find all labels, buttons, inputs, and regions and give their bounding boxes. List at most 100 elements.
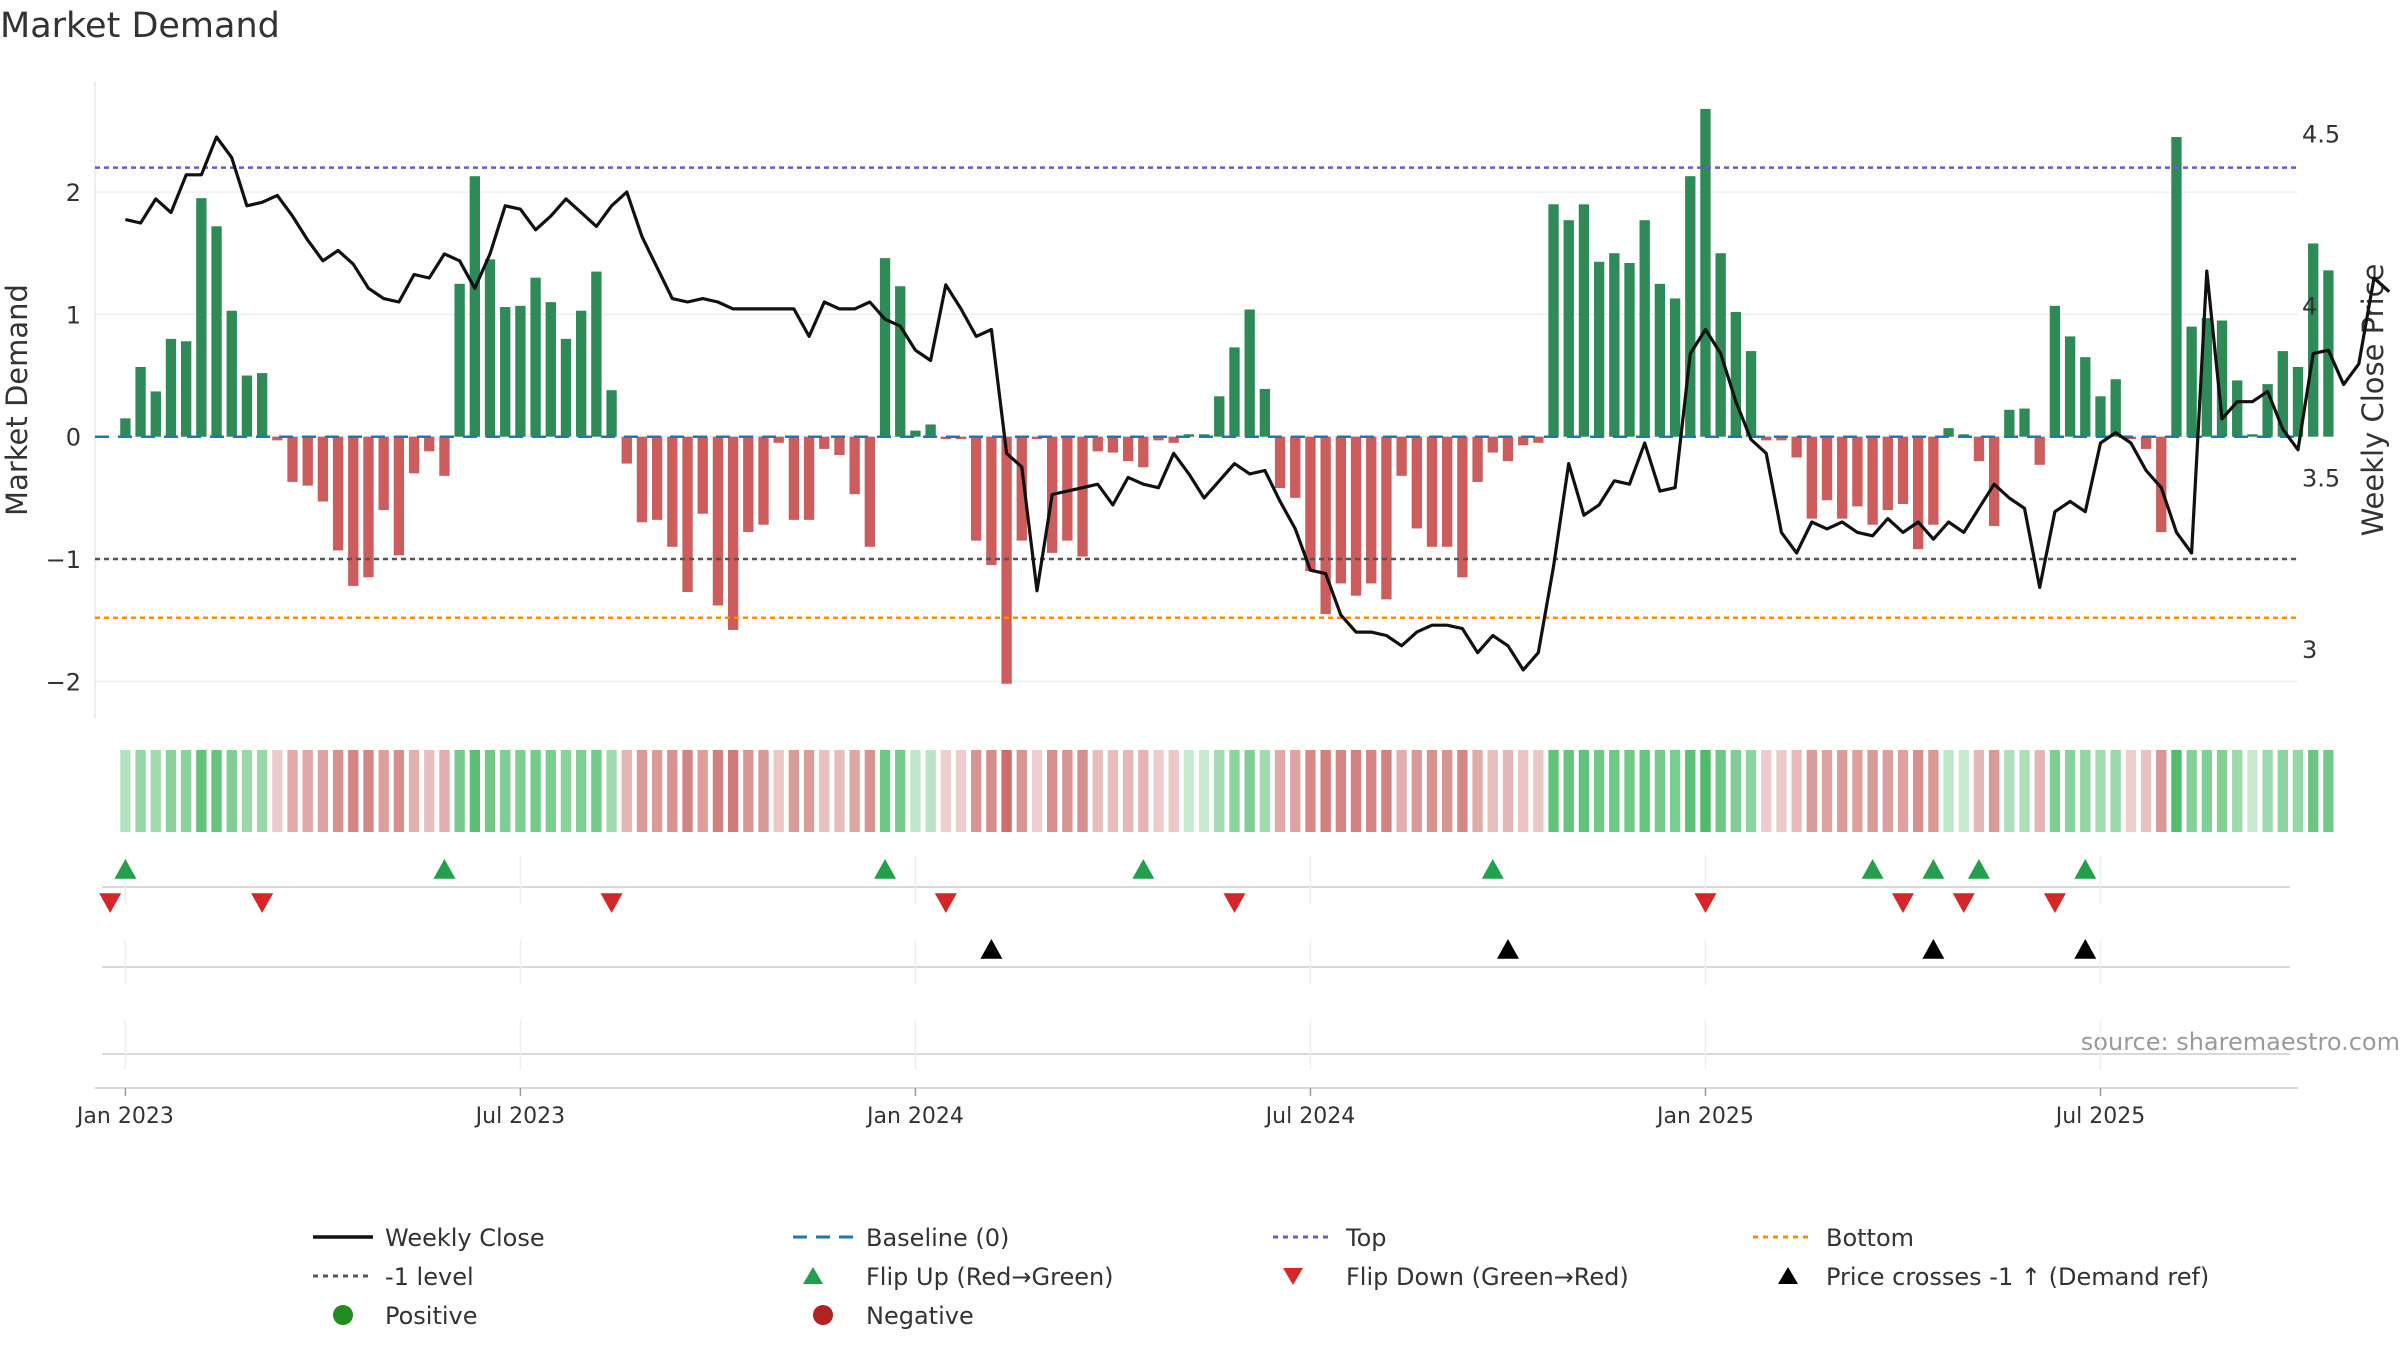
- legend-item-baseline: Baseline (0): [793, 1224, 1009, 1252]
- state-ribbon-cell: [1183, 750, 1195, 832]
- state-ribbon-cell: [287, 750, 298, 832]
- state-ribbon-cell: [2064, 750, 2076, 832]
- state-ribbon-cell: [515, 750, 526, 832]
- demand-bar: [530, 277, 541, 437]
- x-tick-label: Jul 2025: [2054, 1104, 2146, 1129]
- demand-bar: [1335, 436, 1346, 584]
- state-ribbon-cell: [1502, 750, 1514, 832]
- state-ribbon-cell: [636, 750, 648, 832]
- y-tick-label: −2: [46, 668, 81, 696]
- state-ribbon-cell: [1882, 750, 1893, 832]
- price-cross-marker-icon: [980, 939, 1003, 959]
- legend-swatch-positive-icon: [333, 1305, 353, 1325]
- demand-bar: [2034, 436, 2045, 465]
- demand-bar: [697, 436, 708, 514]
- flip-down-marker-icon: [1891, 893, 1914, 913]
- demand-bar: [621, 436, 632, 464]
- state-ribbon-cell: [1168, 750, 1179, 832]
- legend: Weekly Close Baseline (0) Top Bottom -1 …: [313, 1224, 2209, 1330]
- state-ribbon-cell: [2216, 750, 2228, 832]
- demand-bar: [120, 418, 131, 437]
- demand-bar: [1761, 436, 1772, 441]
- state-ribbon-cell: [1821, 750, 1833, 832]
- state-ribbon-cell: [1411, 750, 1422, 832]
- state-ribbon-cell: [651, 750, 663, 832]
- state-ribbon-cell: [2201, 750, 2213, 832]
- state-ribbon-cell: [834, 750, 845, 832]
- state-ribbon-cell: [849, 750, 860, 832]
- price-cross-marker-icon: [1496, 939, 1519, 959]
- state-ribbon-cell: [317, 750, 329, 832]
- flip-up-marker-icon: [1861, 859, 1884, 879]
- demand-bar: [895, 286, 906, 437]
- state-ribbon-cell: [773, 750, 784, 832]
- demand-bar: [1852, 436, 1863, 507]
- state-ribbon-cell: [955, 750, 967, 832]
- state-ribbon-cell: [940, 750, 951, 832]
- demand-bar: [1563, 220, 1574, 437]
- demand-bar: [2064, 336, 2076, 437]
- demand-bar: [1867, 436, 1878, 525]
- state-ribbon-cell: [2034, 750, 2045, 832]
- state-ribbon-cell: [165, 750, 177, 832]
- legend-label-bottom: Bottom: [1826, 1224, 1914, 1252]
- state-ribbon-cell: [1244, 750, 1255, 832]
- demand-bar: [2049, 305, 2061, 437]
- state-ribbon-cell: [1031, 750, 1043, 832]
- demand-bar: [2019, 408, 2030, 437]
- state-ribbon-cell: [454, 750, 465, 832]
- demand-bar: [1745, 351, 1757, 437]
- state-ribbon-cell: [2171, 750, 2182, 832]
- state-ribbon-cell: [1335, 750, 1346, 832]
- state-ribbon-cell: [1350, 750, 1362, 832]
- demand-bar: [2186, 326, 2197, 437]
- demand-bar: [363, 436, 374, 578]
- demand-bar: [515, 305, 526, 437]
- state-ribbon-cell: [1305, 750, 1316, 832]
- demand-bar: [1274, 436, 1286, 489]
- state-ribbon-cell: [697, 750, 708, 832]
- state-ribbon-cell: [1624, 750, 1635, 832]
- state-ribbon-cell: [1685, 750, 1696, 832]
- y2-tick-label: 3.5: [2302, 464, 2340, 492]
- demand-bar: [150, 391, 161, 437]
- state-ribbon-cell: [1138, 750, 1149, 832]
- demand-bar: [1502, 436, 1514, 462]
- demand-bar: [2171, 137, 2182, 437]
- legend-label-flip-down: Flip Down (Green→Red): [1346, 1263, 1629, 1291]
- y2-tick-label: 3: [2302, 636, 2317, 664]
- demand-bar: [758, 436, 769, 525]
- legend-label-weekly-close: Weekly Close: [385, 1224, 545, 1252]
- state-ribbon-cell: [2247, 750, 2258, 832]
- demand-bar: [454, 283, 465, 437]
- demand-bar: [1350, 436, 1362, 596]
- source-label: source: sharemaestro.com: [2081, 1028, 2400, 1056]
- flip-down-marker-icon: [600, 893, 623, 913]
- state-ribbon-cell: [1214, 750, 1225, 832]
- state-ribbon-cell: [2110, 750, 2121, 832]
- flip-up-marker-icon: [2074, 859, 2097, 879]
- x-tick-label: Jan 2025: [1655, 1104, 1754, 1129]
- demand-bar: [819, 436, 830, 449]
- state-ribbon-cell: [591, 750, 602, 832]
- flip-down-marker-icon: [934, 893, 957, 913]
- demand-bar: [2232, 380, 2243, 437]
- demand-bar: [1031, 436, 1043, 440]
- demand-bar: [1639, 220, 1650, 437]
- demand-bar: [2140, 436, 2152, 449]
- demand-bar: [1092, 436, 1103, 452]
- state-ribbon-cell: [895, 750, 906, 832]
- state-ribbon-cell: [1077, 750, 1088, 832]
- state-ribbon-cell: [1943, 750, 1954, 832]
- state-ribbon-cell: [530, 750, 541, 832]
- demand-bar: [1791, 436, 1802, 458]
- demand-bar: [1107, 436, 1119, 453]
- demand-bar: [348, 436, 359, 586]
- demand-bar: [1578, 204, 1590, 437]
- state-ribbon-cell: [2232, 750, 2243, 832]
- state-ribbon-cell: [1563, 750, 1574, 832]
- demand-bar: [2308, 243, 2319, 437]
- demand-bar: [879, 258, 891, 437]
- state-ribbon-cell: [925, 750, 936, 832]
